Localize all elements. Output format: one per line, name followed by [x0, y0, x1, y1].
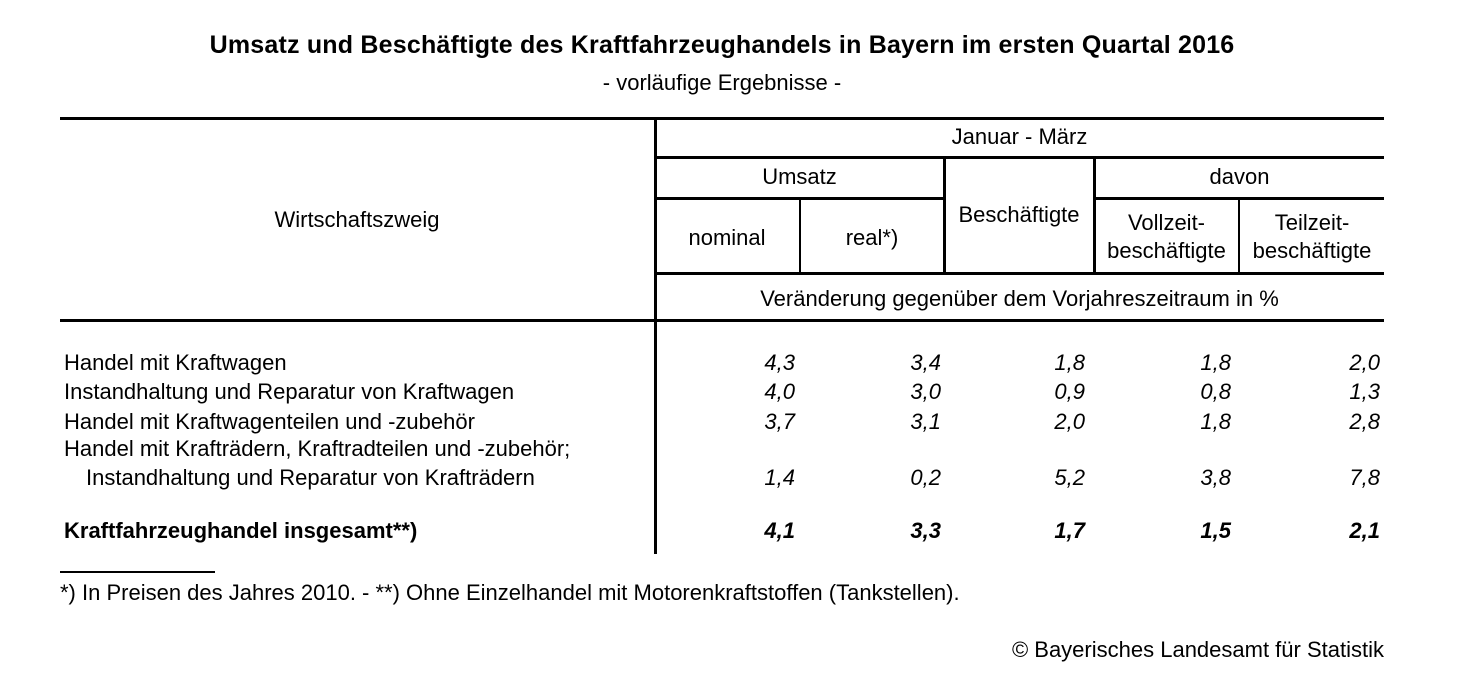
total-row-label: Kraftfahrzeughandel insgesamt**) — [64, 518, 418, 543]
cell-r3-teilzeit: 2,8 — [1349, 409, 1380, 434]
page-subtitle: - vorläufige Ergebnisse - — [602, 70, 842, 95]
stub-column-header: Wirtschaftszweig — [274, 207, 440, 232]
teilzeit-header-line2: beschäftigte — [1252, 238, 1372, 263]
period-header: Januar - März — [951, 124, 1088, 149]
row-label-instandhaltung-kraftwagen: Instandhaltung und Reparatur von Kraftwa… — [64, 379, 515, 404]
footnote-separator-rule — [60, 571, 215, 573]
period-header-bottom-border — [655, 156, 1384, 159]
cell-total-vollzeit: 1,5 — [1200, 518, 1231, 543]
footnote-text: *) In Preisen des Jahres 2010. - **) Ohn… — [60, 580, 960, 605]
cell-total-teilzeit: 2,1 — [1349, 518, 1380, 543]
umsatz-group-bottom-border — [655, 197, 945, 200]
beschaeftigte-left-divider — [943, 156, 946, 273]
cell-r3-vollzeit: 1,8 — [1200, 409, 1231, 434]
row-label-handel-kraftraeder-line2: Instandhaltung und Reparatur von Krafträ… — [86, 465, 535, 490]
cell-r2-beschaeftigte: 0,9 — [1054, 379, 1085, 404]
subheader-bottom-border — [655, 272, 1384, 275]
vollzeit-header-line2: beschäftigte — [1107, 238, 1226, 263]
vollzeit-teilzeit-divider — [1238, 199, 1240, 273]
nominal-column-header: nominal — [688, 225, 766, 250]
teilzeit-header-line1: Teilzeit- — [1274, 210, 1350, 235]
row-label-handel-kraftraeder-line1: Handel mit Krafträdern, Kraftradteilen u… — [64, 436, 571, 461]
row-label-handel-kraftwagen: Handel mit Kraftwagen — [64, 350, 287, 375]
cell-r3-beschaeftigte: 2,0 — [1054, 409, 1085, 434]
unit-header: Veränderung gegenüber dem Vorjahreszeitr… — [760, 286, 1279, 311]
cell-total-nominal: 4,1 — [764, 518, 795, 543]
cell-r4-nominal: 1,4 — [764, 465, 795, 490]
page-title: Umsatz und Beschäftigte des Kraftfahrzeu… — [209, 31, 1235, 59]
davon-group-header: davon — [1209, 164, 1270, 189]
cell-r2-teilzeit: 1,3 — [1349, 379, 1380, 404]
unit-row-bottom-border — [60, 319, 1384, 322]
table-top-border — [60, 117, 1384, 120]
cell-r2-real: 3,0 — [910, 379, 941, 404]
row-label-handel-kraftwagenteile: Handel mit Kraftwagenteilen und -zubehör — [64, 409, 475, 434]
cell-r2-nominal: 4,0 — [764, 379, 795, 404]
beschaeftigte-column-header: Beschäftigte — [958, 202, 1080, 227]
cell-r2-vollzeit: 0,8 — [1200, 379, 1231, 404]
umsatz-group-header: Umsatz — [762, 164, 837, 189]
cell-r1-teilzeit: 2,0 — [1349, 350, 1380, 375]
stub-column-divider — [654, 117, 657, 554]
cell-r4-beschaeftigte: 5,2 — [1054, 465, 1085, 490]
vollzeit-header-line1: Vollzeit- — [1127, 210, 1206, 235]
cell-r1-real: 3,4 — [910, 350, 941, 375]
cell-r4-teilzeit: 7,8 — [1349, 465, 1380, 490]
nominal-real-divider — [799, 199, 801, 273]
cell-r4-vollzeit: 3,8 — [1200, 465, 1231, 490]
cell-r1-nominal: 4,3 — [764, 350, 795, 375]
cell-r1-vollzeit: 1,8 — [1200, 350, 1231, 375]
cell-r3-nominal: 3,7 — [764, 409, 795, 434]
cell-r3-real: 3,1 — [910, 409, 941, 434]
cell-r4-real: 0,2 — [910, 465, 941, 490]
cell-total-real: 3,3 — [910, 518, 941, 543]
real-column-header: real*) — [845, 225, 899, 250]
vollzeit-column-header: Vollzeit- beschäftigte — [1095, 209, 1238, 265]
beschaeftigte-right-divider — [1093, 156, 1096, 273]
teilzeit-column-header: Teilzeit- beschäftigte — [1240, 209, 1384, 265]
copyright-notice: © Bayerisches Landesamt für Statistik — [1011, 637, 1384, 662]
cell-r1-beschaeftigte: 1,8 — [1054, 350, 1085, 375]
davon-group-bottom-border — [1095, 197, 1384, 200]
cell-total-beschaeftigte: 1,7 — [1054, 518, 1085, 543]
